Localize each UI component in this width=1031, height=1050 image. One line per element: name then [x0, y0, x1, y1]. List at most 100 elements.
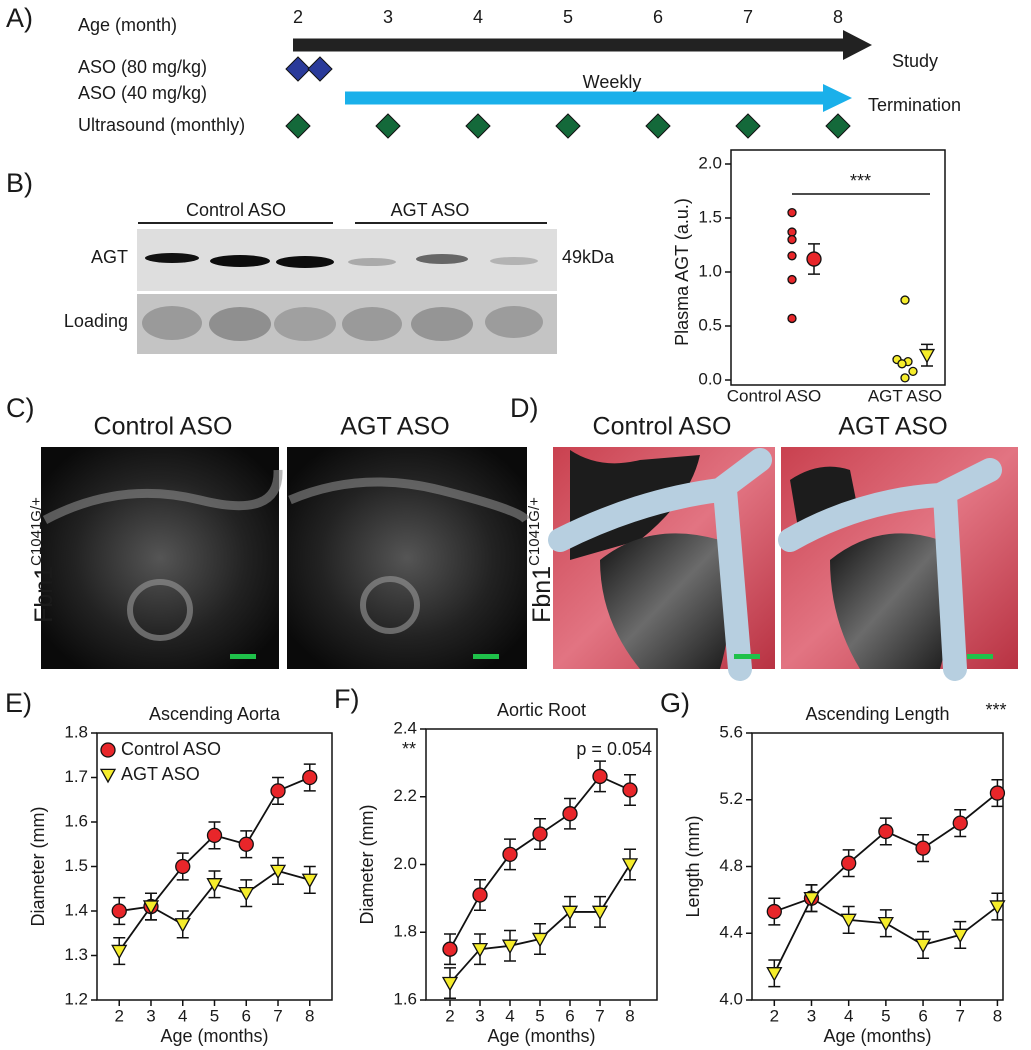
annotation: ** [402, 739, 416, 759]
y-tick-label: 4.4 [719, 923, 743, 942]
genotype-sup: C1041G/+ [526, 497, 543, 566]
legend-label: AGT ASO [121, 764, 200, 784]
x-tick-label: AGT ASO [868, 386, 942, 405]
marker [206, 827, 223, 843]
y-tick-label: 1.2 [64, 989, 88, 1008]
marker [787, 207, 797, 218]
ultrasound-image [41, 447, 279, 669]
x-tick-label: 5 [535, 1006, 544, 1025]
marker [918, 348, 936, 364]
x-tick-label: 7 [956, 1006, 965, 1025]
tissue-echo [288, 477, 530, 524]
blot-strip [137, 229, 557, 291]
marker [238, 836, 254, 852]
arrow-head [823, 84, 852, 112]
band [210, 255, 270, 267]
band [209, 307, 271, 341]
marker [270, 783, 286, 799]
aorta [778, 458, 1002, 681]
marker [472, 887, 488, 903]
scale-bar [967, 654, 993, 659]
end-label: Study [892, 51, 938, 71]
marker [111, 903, 127, 919]
y-tick-label: 2.4 [393, 718, 417, 737]
marker [591, 905, 609, 921]
band [142, 306, 202, 340]
marker [622, 782, 638, 798]
marker [302, 769, 318, 786]
genotype: Fbn1 [528, 566, 556, 623]
y-tick-label: 1.5 [698, 207, 722, 226]
aso-diamond [285, 56, 311, 82]
x-tick-label: 3 [807, 1006, 816, 1025]
dot-plot: 0.0 0.5 1.0 1.5 2.0 Plasma AGT (a.u.) Control … [672, 149, 946, 405]
western-blot: B) Control ASO AGT ASO AGT Loading 49kDa [6, 168, 615, 354]
panel-letter: G) [660, 688, 690, 718]
band [342, 307, 402, 341]
band [416, 254, 468, 264]
month-label: 6 [653, 7, 663, 27]
band [274, 307, 336, 341]
legend-marker [99, 768, 117, 784]
image-title: AGT ASO [340, 413, 449, 441]
marker [592, 768, 608, 785]
y-tick-label: 5.2 [719, 789, 743, 808]
marker [878, 823, 894, 840]
marker [900, 295, 910, 305]
y-tick-label: 4.0 [719, 989, 743, 1008]
month-label: 8 [833, 7, 843, 27]
tissue [600, 533, 730, 669]
marker [989, 785, 1006, 801]
y-tick-label: 2.2 [393, 786, 417, 805]
marker [238, 886, 255, 902]
marker [840, 913, 857, 929]
panel-letter: E) [5, 688, 32, 718]
row-label: Loading [64, 311, 128, 331]
x-tick-label: 2 [770, 1006, 779, 1025]
ultrasound-diamond [375, 113, 401, 139]
marker [787, 251, 797, 261]
tissue-echo [42, 469, 283, 524]
tissue-echo [360, 576, 420, 634]
plot-frame [751, 732, 1004, 1001]
y-axis-label: Diameter (mm) [28, 807, 48, 927]
marker [787, 313, 797, 324]
y-axis-label: Length (mm) [683, 815, 703, 917]
genotype-label: Fbn1C1041G/+ [526, 497, 556, 623]
timeline-label: Age (month) [78, 15, 177, 35]
panel-letter: F) [334, 684, 359, 714]
y-tick-label: 2.0 [698, 153, 722, 172]
x-tick-label: 4 [844, 1006, 853, 1025]
timeline-label: ASO (80 mg/kg) [78, 57, 207, 77]
scale-bar [230, 654, 256, 659]
image-title: Control ASO [94, 413, 233, 441]
x-tick-label: 3 [146, 1006, 155, 1025]
ultrasound-diamond [825, 113, 851, 139]
marker [908, 366, 918, 377]
month-label: 3 [383, 7, 393, 27]
x-tick-label: 7 [273, 1006, 282, 1025]
y-tick-label: 0.5 [698, 315, 722, 334]
x-axis-label: Age (months) [487, 1026, 595, 1046]
x-tick-label: 8 [993, 1006, 1002, 1025]
marker [206, 878, 223, 893]
x-tick-label: 4 [505, 1006, 514, 1025]
legend-label: Control ASO [121, 739, 221, 759]
marker [803, 891, 820, 907]
marker [877, 916, 894, 932]
marker [562, 806, 578, 822]
marker [952, 928, 969, 944]
end-label: Termination [868, 95, 961, 115]
annotation: p = 0.054 [576, 739, 652, 759]
y-tick-label: 1.5 [64, 856, 88, 875]
ultrasound-diamond [465, 113, 491, 139]
legend-marker [100, 742, 116, 758]
plot-frame [425, 728, 658, 1001]
marker [841, 855, 857, 871]
x-tick-label: 3 [475, 1006, 484, 1025]
marker [952, 815, 968, 831]
ultrasound-diamond [735, 113, 761, 139]
marker [471, 942, 489, 958]
